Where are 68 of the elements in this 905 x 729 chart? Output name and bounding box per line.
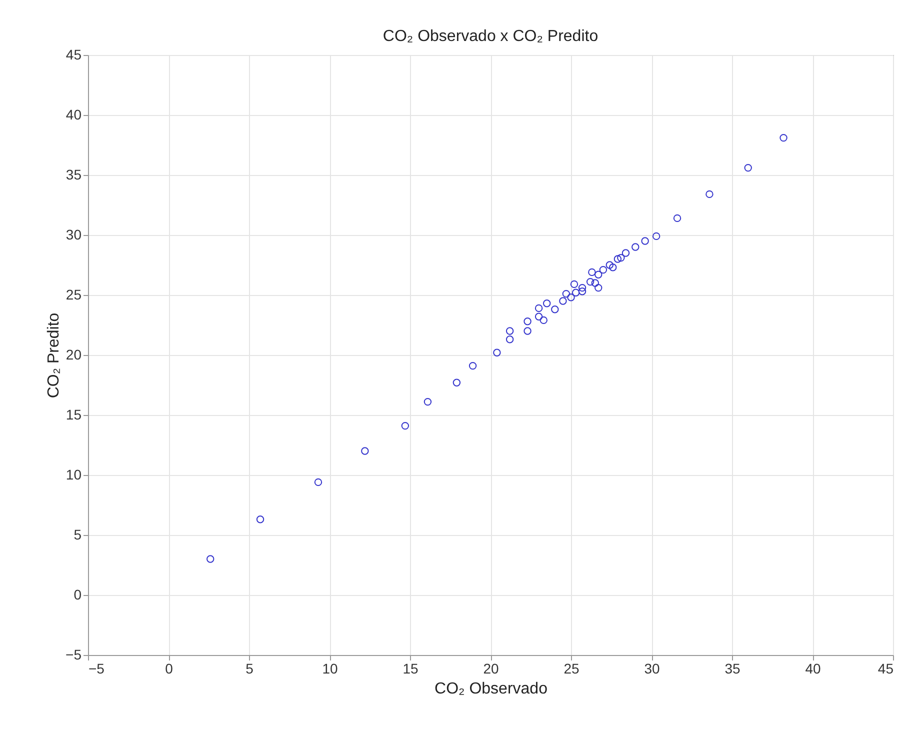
point xyxy=(641,237,649,245)
point xyxy=(524,318,532,326)
x-tick-label: 20 xyxy=(483,660,499,676)
y-axis-title: CO₂ Predito xyxy=(46,312,63,398)
y-tick-label: 0 xyxy=(74,586,82,602)
point xyxy=(706,190,714,198)
y-tick-label: 45 xyxy=(66,46,82,62)
x-tick-label: 5 xyxy=(246,660,254,676)
chart-title: CO₂ Observado x CO₂ Predito xyxy=(382,28,598,45)
point xyxy=(524,327,532,335)
point xyxy=(591,279,600,287)
point xyxy=(534,304,543,312)
y-tick-label: 20 xyxy=(66,346,82,362)
x-tick-label: 25 xyxy=(564,660,580,676)
point xyxy=(361,447,369,455)
x-tick-label: 30 xyxy=(644,660,660,676)
x-tick-label: 0 xyxy=(165,660,174,676)
y-tick-label: −5 xyxy=(66,646,82,662)
point xyxy=(578,288,586,296)
point xyxy=(617,254,625,262)
point xyxy=(534,312,543,320)
point xyxy=(632,243,640,251)
point xyxy=(622,249,630,257)
point xyxy=(744,164,752,172)
point xyxy=(559,297,567,305)
x-tick-label: 15 xyxy=(402,660,418,676)
point xyxy=(586,278,594,286)
point xyxy=(567,294,575,302)
point xyxy=(424,398,432,406)
point xyxy=(542,300,551,308)
point xyxy=(594,270,602,278)
point xyxy=(540,316,548,324)
point xyxy=(562,290,570,298)
point xyxy=(588,268,596,276)
point xyxy=(578,284,586,292)
point xyxy=(256,516,264,524)
point xyxy=(206,555,214,563)
point xyxy=(594,284,602,292)
x-tick-label: 40 xyxy=(805,660,821,676)
point xyxy=(401,422,410,430)
point xyxy=(468,362,477,370)
point xyxy=(493,348,501,356)
x-tick-label: 35 xyxy=(724,660,740,676)
x-tick-label: −5 xyxy=(88,660,105,676)
y-tick-label: 10 xyxy=(66,466,82,482)
point xyxy=(609,264,617,272)
y-tick-label: 15 xyxy=(66,406,82,422)
point xyxy=(506,327,514,335)
point xyxy=(452,378,461,386)
point xyxy=(780,134,788,142)
y-tick-label: 40 xyxy=(66,106,82,122)
point xyxy=(652,232,660,240)
x-tick-label: 10 xyxy=(322,660,338,676)
point xyxy=(572,288,580,296)
y-tick-label: 25 xyxy=(66,286,82,302)
point xyxy=(673,214,682,222)
x-axis-title: CO₂ Observado xyxy=(434,680,548,698)
point xyxy=(570,280,578,288)
y-tick-label: 30 xyxy=(66,226,82,242)
point xyxy=(614,255,622,263)
point xyxy=(606,261,614,269)
point xyxy=(506,336,514,344)
x-tick-label: 45 xyxy=(878,660,894,676)
y-tick-label: 35 xyxy=(66,166,82,182)
y-tick-label: 5 xyxy=(74,526,82,542)
point xyxy=(314,478,322,486)
point xyxy=(551,306,559,314)
point xyxy=(599,266,608,274)
